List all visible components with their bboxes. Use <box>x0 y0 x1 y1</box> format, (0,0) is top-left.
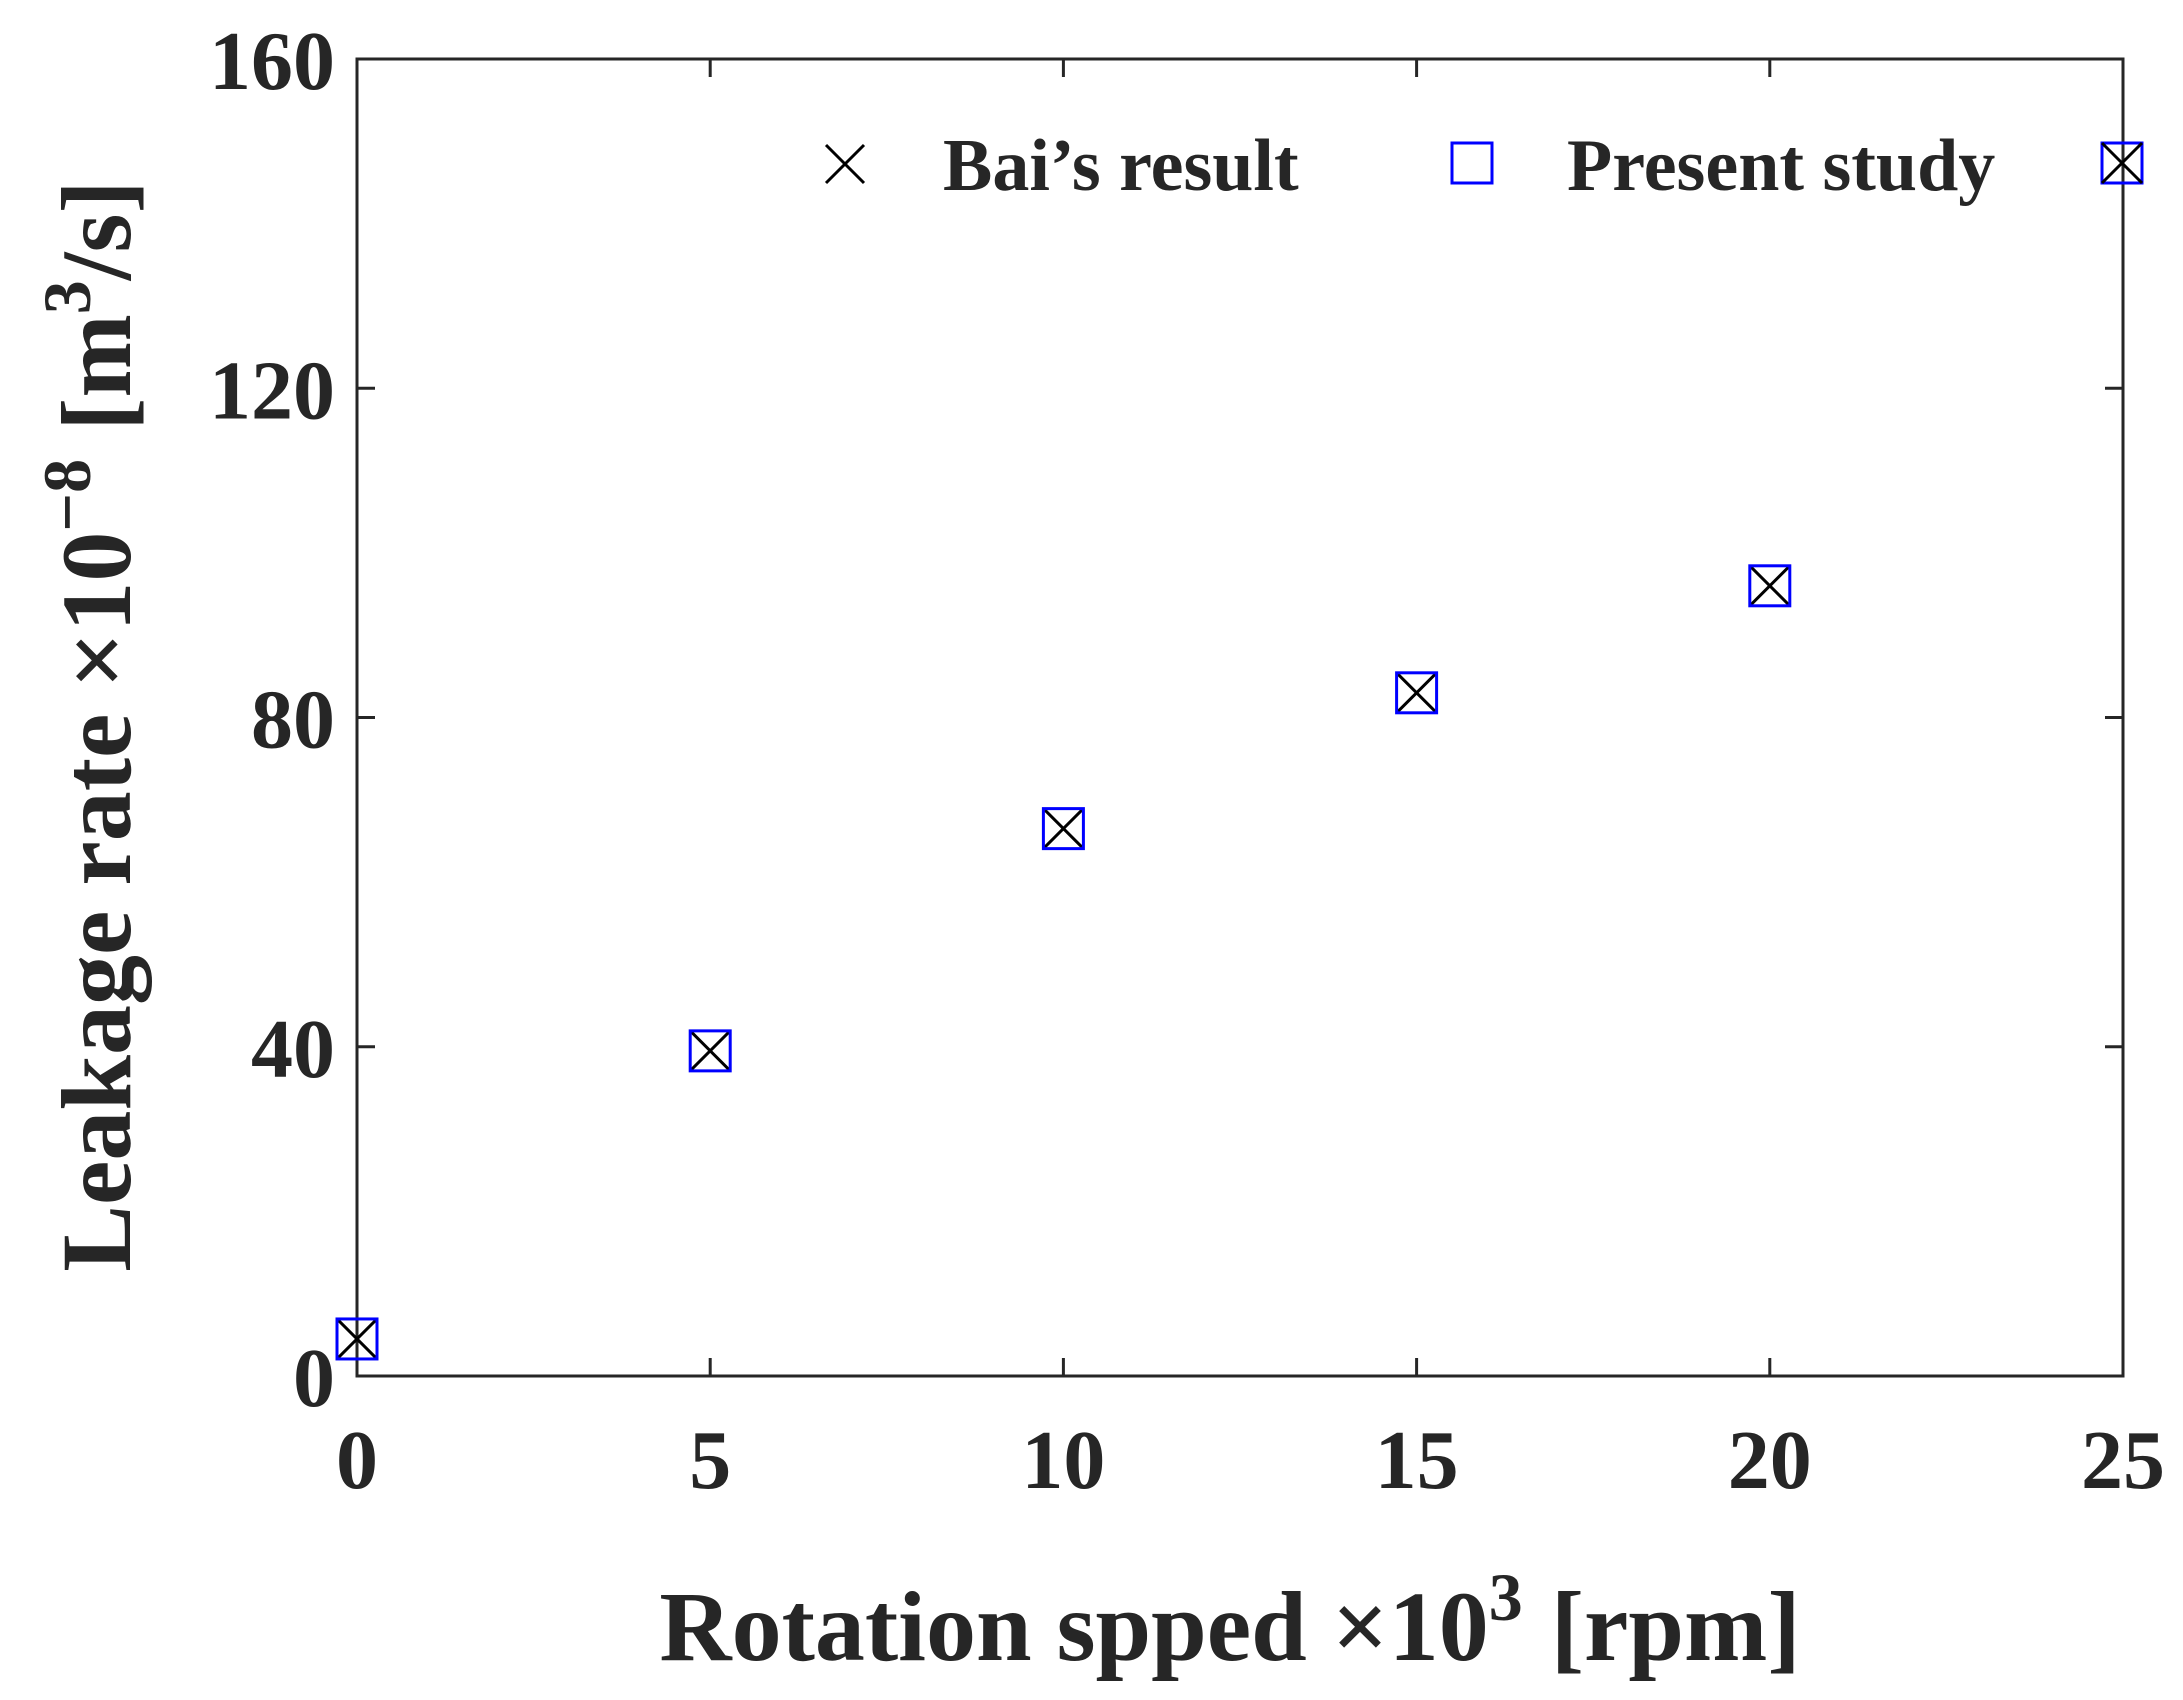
data-point-x-stroke <box>689 1029 732 1072</box>
y-tick-label: 40 <box>251 1003 335 1096</box>
y-tick-label: 160 <box>209 15 335 108</box>
legend-entry-present: Present study <box>1450 125 1995 207</box>
data-point-square <box>688 1029 732 1073</box>
y-tick-label: 0 <box>293 1332 335 1425</box>
x-tick-label: 20 <box>1728 1414 1812 1507</box>
x-axis-title-unit: [rpm] <box>1551 1571 1801 1682</box>
data-point-x <box>1042 807 1085 850</box>
x-axis-ticks: 0 5 10 15 20 25 <box>336 59 2165 1507</box>
y-axis-title-unit: [m <box>41 314 152 431</box>
data-point-x-stroke <box>1748 564 1791 607</box>
axes-frame <box>355 57 2125 1378</box>
data-point-x <box>335 1317 379 1361</box>
legend-entry-bai: Bai’s result <box>824 125 1299 207</box>
data-point-x <box>1748 564 1791 607</box>
x-tick-label: 25 <box>2081 1414 2165 1507</box>
y-axis-title-exponent: −8 <box>29 459 105 532</box>
legend-label-bai: Bai’s result <box>943 125 1299 207</box>
plot-area-border <box>355 57 2125 1378</box>
x-tick-label: 10 <box>1021 1414 1105 1507</box>
y-axis-title-main: Leakage rate ×10 <box>41 532 152 1272</box>
data-point-x <box>689 1029 732 1072</box>
y-axis-title: Leakage rate ×10−8 [m3/s] <box>29 180 152 1272</box>
legend-marker-x <box>824 143 866 185</box>
legend-marker-combined <box>2100 141 2144 185</box>
data-point-x <box>1395 671 1438 714</box>
data-point-x-stroke <box>1042 807 1085 850</box>
legend: Bai’s result Present study <box>824 125 2144 207</box>
legend-label-present: Present study <box>1567 125 1995 207</box>
data-point-square <box>1041 807 1085 851</box>
x-axis-title-exponent: 3 <box>1489 1559 1523 1635</box>
data-point-square <box>1748 564 1792 608</box>
y-axis-title-unit-suffix: /s] <box>41 180 152 281</box>
data-point-square <box>335 1317 379 1361</box>
x-tick-label: 5 <box>689 1414 731 1507</box>
data-point-square <box>1395 671 1439 715</box>
data-point-x-stroke <box>1395 671 1438 714</box>
x-tick-label: 15 <box>1375 1414 1459 1507</box>
y-tick-label: 120 <box>209 344 335 437</box>
x-axis-title-main: Rotation spped ×10 <box>659 1571 1488 1682</box>
legend-marker-square <box>1450 141 1494 185</box>
data-point-x-stroke <box>335 1317 379 1361</box>
x-tick-label: 0 <box>336 1414 378 1507</box>
y-tick-label: 80 <box>251 674 335 767</box>
y-axis-ticks: 0 40 80 120 160 <box>209 15 2123 1425</box>
x-axis-title: Rotation spped ×103 [rpm] <box>659 1559 1800 1682</box>
y-axis-title-unit-exponent: 3 <box>29 280 105 314</box>
data-points <box>335 564 1792 1361</box>
